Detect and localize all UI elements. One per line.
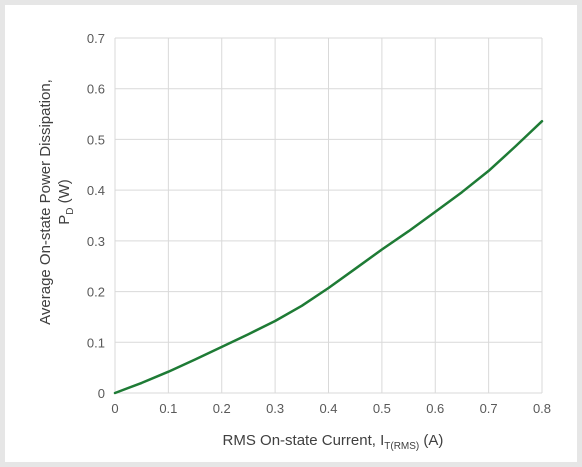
power-dissipation-chart: 0 0.1 0.2 0.3 0.4 0.5 0.6 0.7 0.8 00.10.20.30.40… [37, 31, 551, 452]
grid [114, 37, 543, 394]
y-tick-label: 0.5 [87, 132, 105, 147]
y-tick-labels: 0 0.1 0.2 0.3 0.4 0.5 0.6 0.7 [87, 31, 105, 401]
x-tick-label: 0.2 [213, 401, 231, 416]
y-tick-label: 0.1 [87, 335, 105, 350]
series-group [113, 119, 544, 395]
x-tick-label: 0.3 [266, 401, 284, 416]
y-axis-title-line2: PD (W) [56, 179, 76, 225]
x-tick-labels: 0 0.1 0.2 0.3 0.4 0.5 0.6 0.7 0.8 [111, 401, 551, 416]
y-tick-label: 0.7 [87, 31, 105, 46]
x-tick-label: 0.6 [426, 401, 444, 416]
x-axis-title: RMS On-state Current, IT(RMS) (A) [223, 432, 444, 452]
x-tick-label: 0.5 [373, 401, 391, 416]
x-tick-label: 0.1 [159, 401, 177, 416]
x-tick-label: 0.7 [480, 401, 498, 416]
chart-frame: 0 0.1 0.2 0.3 0.4 0.5 0.6 0.7 0.8 0 0.1 0.2 0.3 0.4 0… [5, 5, 577, 462]
y-tick-label: 0.3 [87, 234, 105, 249]
y-tick-label: 0 [98, 386, 105, 401]
x-tick-label: 0.4 [319, 401, 337, 416]
x-tick-label: 0 [111, 401, 118, 416]
y-tick-label: 0.6 [87, 82, 105, 97]
series-line [113, 119, 544, 395]
y-tick-label: 0.2 [87, 285, 105, 300]
y-tick-label: 0.4 [87, 183, 105, 198]
y-axis-title-line1: Average On-state Power Dissipation, [37, 79, 54, 325]
x-tick-label: 0.8 [533, 401, 551, 416]
